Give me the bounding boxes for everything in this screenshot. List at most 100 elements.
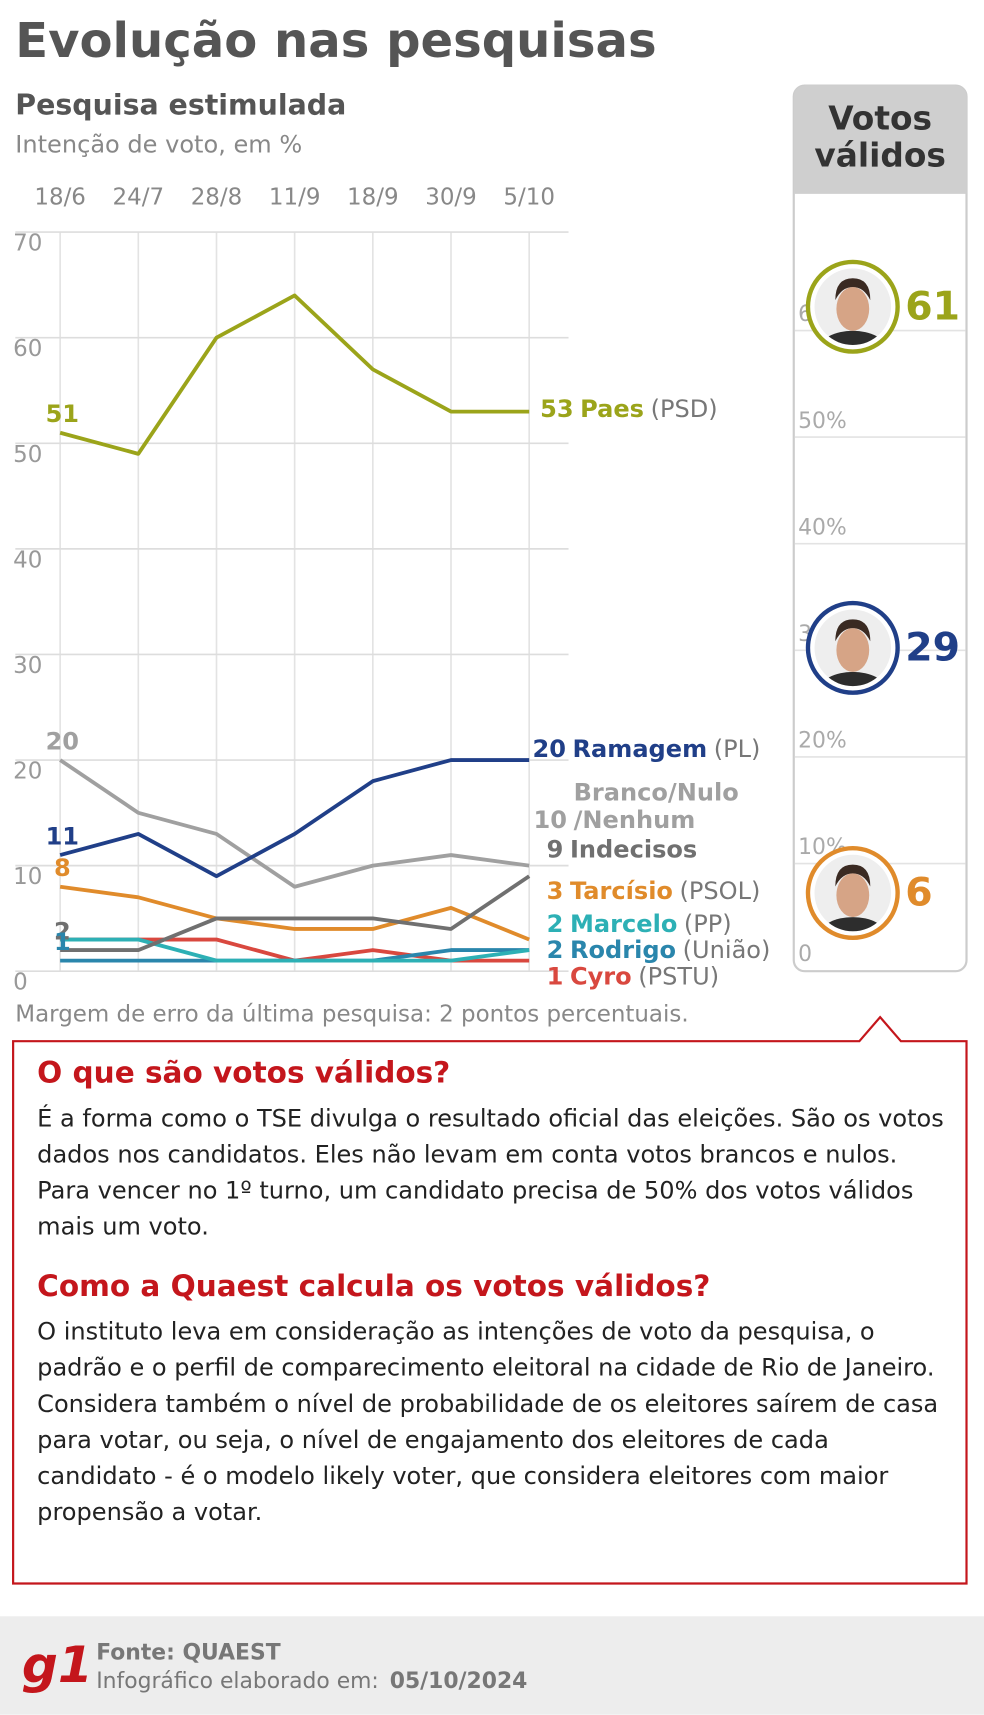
photo-hair [835, 619, 871, 642]
candidate-photo [814, 268, 892, 345]
x-tick-label: 30/9 [425, 185, 477, 211]
x-tick-label: 18/9 [347, 185, 399, 211]
series-line [59, 758, 530, 879]
x-tick-label: 28/8 [191, 185, 243, 211]
value-label: 11 [46, 823, 79, 851]
series-label: 10 Branco/Nulo /Nenhum [534, 753, 785, 835]
series-line [60, 937, 530, 963]
x-tick-label: 18/6 [34, 185, 86, 211]
date-label-text: Infográfico elaborado em: [96, 1669, 379, 1694]
footer [0, 1616, 984, 1715]
value-label: 53 [540, 396, 574, 424]
y-tick-label: 0 [798, 942, 812, 967]
photo-face [836, 628, 870, 672]
candidate-photo [814, 609, 892, 687]
value-label: 2 [546, 911, 564, 939]
value-label: 29 [905, 625, 960, 671]
y-tick-label: 40 [13, 547, 42, 573]
series-label-box: 53 Paes (PSD) [540, 341, 791, 423]
y-tick-label: 20% [798, 729, 847, 754]
section-text: É a forma como o TSE divulga o resultado… [37, 1105, 944, 1242]
series-label: 9 Indecisos [547, 782, 798, 864]
section-text: O instituto leva em consideração as inte… [37, 1318, 939, 1527]
value-label: 3 [546, 878, 564, 906]
legend-entry: Paes [580, 396, 645, 424]
logo: g1 [22, 1635, 93, 1694]
legend-party: (União) [682, 937, 771, 965]
y-tick-label: 20 [13, 759, 42, 785]
series-line [59, 293, 530, 456]
series-label: 2 Marcelo (PP) [547, 856, 798, 938]
legend-party: (PSD) [650, 396, 718, 424]
y-axis-label: Intenção de voto, em % [15, 131, 302, 159]
y-tick-label: 40% [798, 515, 847, 540]
series-label: 3 Tarcísio (PSOL) [546, 824, 798, 906]
legend-entry: Ramagem [572, 736, 708, 764]
value-label: 51 [46, 400, 79, 428]
photo-face [836, 873, 870, 918]
series-line [60, 874, 531, 953]
photo-body [820, 330, 886, 345]
y-tick-label: 60 [13, 336, 42, 362]
chart-subtitle: Pesquisa estimulada [15, 88, 346, 121]
x-tick-label: 11/9 [269, 185, 321, 211]
series-label-box: 9 Indecisos [547, 782, 798, 864]
photo-face [836, 287, 870, 331]
series-label: 20 Ramagem (PL) [532, 681, 783, 763]
y-tick-label: 50 [13, 442, 42, 468]
series-label: 1 Cyro (PSTU) [547, 909, 798, 991]
legend-entry: Branco/Nulo /Nenhum [573, 779, 739, 835]
section-heading: Como a Quaest calcula os votos válidos? [37, 1269, 711, 1304]
candidate-photo [814, 854, 892, 932]
series-label-box: 1 Cyro (PSTU) [547, 909, 798, 991]
x-tick-label: 24/7 [113, 185, 165, 211]
photo-body [820, 671, 886, 687]
series-line [59, 758, 530, 889]
source: Fonte: QUAEST [96, 1640, 281, 1665]
panel-title: Votos válidos [814, 100, 946, 176]
x-tick-label: 5/10 [503, 185, 555, 211]
legend-entry: Marcelo [569, 911, 678, 939]
chart-title: Evolução nas pesquisas [15, 13, 656, 69]
chart-note: Margem de erro da última pesquisa: 2 pon… [15, 1001, 688, 1027]
panel-header [793, 85, 967, 194]
section-heading: O que são votos válidos? [37, 1056, 451, 1091]
info-box [12, 1015, 968, 1585]
series-label-box: 20 Ramagem (PL) [532, 681, 783, 763]
y-tick-label: 0 [13, 970, 28, 996]
series-label: 2 Rodrigo (União) [546, 883, 798, 965]
legend-entry: Indecisos [569, 836, 698, 865]
legend-entry: Cyro [569, 963, 632, 991]
legend-party: (PSOL) [679, 878, 761, 906]
value-label: 20 [46, 728, 79, 756]
info-text: O que são votos válidos? É a forma como o… [37, 1056, 944, 1531]
series-label-box: 2 Rodrigo (União) [546, 883, 798, 965]
value-label: 8 [54, 854, 71, 882]
date: 05/10/2024 [390, 1669, 528, 1694]
legend-entry: Rodrigo [569, 937, 677, 965]
series-line [59, 884, 530, 942]
series-label-box: 2 Marcelo (PP) [547, 856, 798, 938]
legend-party: (PL) [713, 736, 761, 764]
series-label-box: 3 Tarcísio (PSOL) [546, 824, 798, 906]
value-label: 2 [54, 918, 71, 946]
info-content: O que são votos válidos? É a forma como o… [37, 1056, 944, 1531]
legend-party: (PP) [683, 911, 732, 939]
series-label: 53 Paes (PSD) [540, 341, 791, 423]
date-label: Infográfico elaborado em: 05/10/2024 [96, 1669, 527, 1694]
value-label: 2 [546, 937, 564, 965]
legend-party: (PSTU) [638, 963, 720, 991]
y-tick-label: 50% [798, 409, 847, 434]
legend-entry: Tarcísio [569, 878, 673, 906]
y-tick-label: 70 [13, 231, 42, 257]
value-label: 1 [54, 928, 71, 956]
photo-body [820, 917, 886, 932]
value-label: 6 [905, 870, 932, 916]
photo-hair [835, 278, 871, 301]
value-label: 9 [546, 836, 564, 865]
value-label: 20 [532, 736, 566, 764]
panel-title-box: Votos válidos [814, 100, 946, 176]
